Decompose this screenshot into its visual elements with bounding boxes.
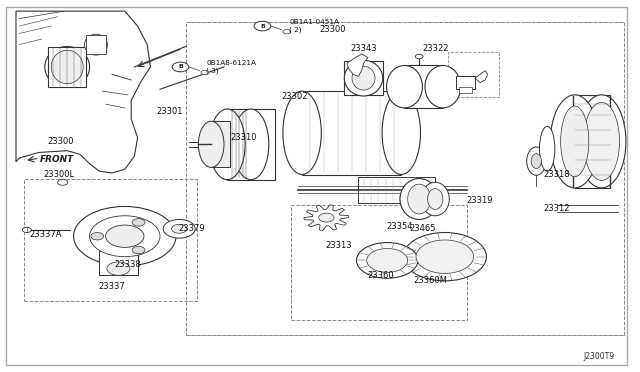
Ellipse shape [51,50,83,84]
Circle shape [172,224,187,233]
Ellipse shape [198,121,224,167]
Text: 23310: 23310 [230,133,257,142]
Text: 23322: 23322 [422,44,449,53]
Bar [24,179,197,301]
Bar [575,95,610,188]
Bar [404,65,443,108]
Ellipse shape [421,182,449,216]
Text: J2300T9: J2300T9 [583,352,614,361]
Text: 23300: 23300 [319,25,346,34]
Circle shape [172,62,189,72]
Ellipse shape [561,106,589,177]
Ellipse shape [577,95,626,188]
Circle shape [283,29,291,34]
Text: 23318: 23318 [543,170,570,179]
Circle shape [91,232,104,240]
Text: 23360M: 23360M [413,276,447,285]
Polygon shape [347,54,368,76]
Ellipse shape [352,66,375,90]
Text: 23354: 23354 [387,222,413,231]
Ellipse shape [584,102,620,180]
Text: 23465: 23465 [409,224,436,233]
Ellipse shape [45,46,90,87]
Text: 23337: 23337 [99,282,125,291]
Text: 23379: 23379 [179,224,205,233]
Circle shape [415,54,423,59]
Circle shape [356,243,418,278]
Text: 23343: 23343 [350,44,377,53]
Circle shape [163,219,195,238]
Circle shape [254,21,271,31]
Ellipse shape [425,65,461,108]
Ellipse shape [283,91,321,174]
Bar [344,61,383,95]
Text: 23360: 23360 [367,271,394,280]
Ellipse shape [233,109,269,180]
Circle shape [319,213,334,222]
Ellipse shape [540,126,555,171]
Circle shape [74,206,176,266]
Ellipse shape [382,91,420,174]
Text: 23338: 23338 [115,260,141,269]
Text: 23301: 23301 [156,107,183,116]
Text: 23319: 23319 [467,196,493,205]
Polygon shape [475,71,488,83]
Ellipse shape [531,154,541,169]
Circle shape [201,70,209,75]
Circle shape [403,232,486,281]
Circle shape [106,225,144,247]
Bar [186,22,624,335]
Bar [291,205,467,320]
Text: 23337A: 23337A [30,230,62,239]
Bar [99,251,138,275]
Text: 23312: 23312 [543,204,570,213]
Circle shape [132,246,145,254]
Text: 23300L: 23300L [44,170,74,179]
Bar [48,46,86,87]
Bar [302,91,401,175]
Text: FRONT: FRONT [40,155,74,164]
Text: 23300: 23300 [47,137,74,146]
Text: 23302: 23302 [281,92,308,101]
Bar [459,87,472,93]
Ellipse shape [550,95,599,188]
Text: B: B [178,64,183,70]
Bar [456,76,475,89]
Circle shape [132,219,145,226]
Ellipse shape [209,109,245,180]
Ellipse shape [428,189,443,209]
Ellipse shape [344,60,383,96]
Bar [448,52,499,97]
Bar [358,177,435,203]
Circle shape [90,216,160,257]
Ellipse shape [400,179,438,219]
Bar [86,35,106,54]
Bar [211,121,230,167]
Text: 0B1A1-0451A
( 2): 0B1A1-0451A ( 2) [289,19,339,33]
Ellipse shape [387,65,422,108]
Circle shape [416,240,474,273]
Polygon shape [16,11,150,173]
Bar [227,109,275,180]
Circle shape [22,227,31,232]
Ellipse shape [84,34,108,55]
Text: B: B [260,23,265,29]
Circle shape [58,179,68,185]
Text: 0B1A8-6121A
( 3): 0B1A8-6121A ( 3) [206,60,256,74]
Text: 23313: 23313 [326,241,353,250]
Polygon shape [304,205,349,231]
Ellipse shape [107,262,130,275]
Ellipse shape [527,147,546,175]
Ellipse shape [408,184,431,214]
Circle shape [367,248,408,272]
